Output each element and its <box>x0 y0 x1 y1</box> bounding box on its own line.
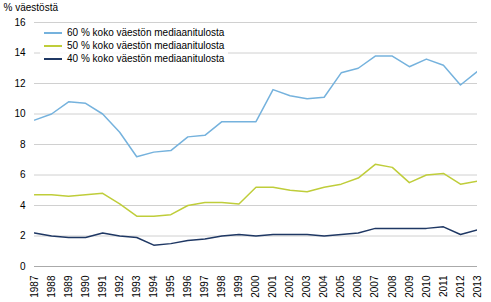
svg-text:2007: 2007 <box>369 275 380 298</box>
svg-text:2008: 2008 <box>387 275 398 298</box>
svg-text:1995: 1995 <box>165 275 176 298</box>
svg-text:2003: 2003 <box>301 275 312 298</box>
svg-text:0: 0 <box>20 261 26 272</box>
svg-text:1988: 1988 <box>46 275 57 298</box>
svg-text:2010: 2010 <box>421 275 432 298</box>
html-text:60 % koko väestön mediaanitulo: 60 % koko väestön mediaanitulosta <box>67 27 225 38</box>
html-text:50 % koko väestön mediaanitulo: 50 % koko väestön mediaanitulosta <box>67 40 225 51</box>
svg-text:1998: 1998 <box>216 275 227 298</box>
svg-text:8: 8 <box>20 139 26 150</box>
svg-text:12: 12 <box>14 78 26 89</box>
svg-text:6: 6 <box>20 169 26 180</box>
svg-text:1996: 1996 <box>182 275 193 298</box>
svg-text:2012: 2012 <box>455 275 466 298</box>
svg-text:2013: 2013 <box>472 275 483 298</box>
svg-text:1991: 1991 <box>97 275 108 298</box>
svg-text:1999: 1999 <box>233 275 244 298</box>
svg-text:1989: 1989 <box>63 275 74 298</box>
svg-text:10: 10 <box>14 108 26 119</box>
svg-text:2000: 2000 <box>250 275 261 298</box>
svg-text:1997: 1997 <box>199 275 210 298</box>
svg-text:2004: 2004 <box>318 275 329 298</box>
svg-text:2002: 2002 <box>284 275 295 298</box>
svg-text:2011: 2011 <box>438 275 449 297</box>
svg-text:2001: 2001 <box>267 275 278 298</box>
svg-text:4: 4 <box>20 200 26 211</box>
svg-text:2009: 2009 <box>404 275 415 298</box>
svg-text:16: 16 <box>14 17 26 28</box>
svg-text:1987: 1987 <box>29 275 40 298</box>
svg-text:1993: 1993 <box>131 275 142 298</box>
svg-text:1994: 1994 <box>148 275 159 298</box>
svg-text:14: 14 <box>14 47 26 58</box>
svg-text:2: 2 <box>20 230 26 241</box>
svg-text:2005: 2005 <box>335 275 346 298</box>
svg-text:1990: 1990 <box>80 275 91 298</box>
svg-text:1992: 1992 <box>114 275 125 298</box>
html-text:40 % koko väestön mediaanitulo: 40 % koko väestön mediaanitulosta <box>67 53 225 64</box>
svg-text:2006: 2006 <box>352 275 363 298</box>
svg-text:% väestöstä: % väestöstä <box>4 2 59 13</box>
